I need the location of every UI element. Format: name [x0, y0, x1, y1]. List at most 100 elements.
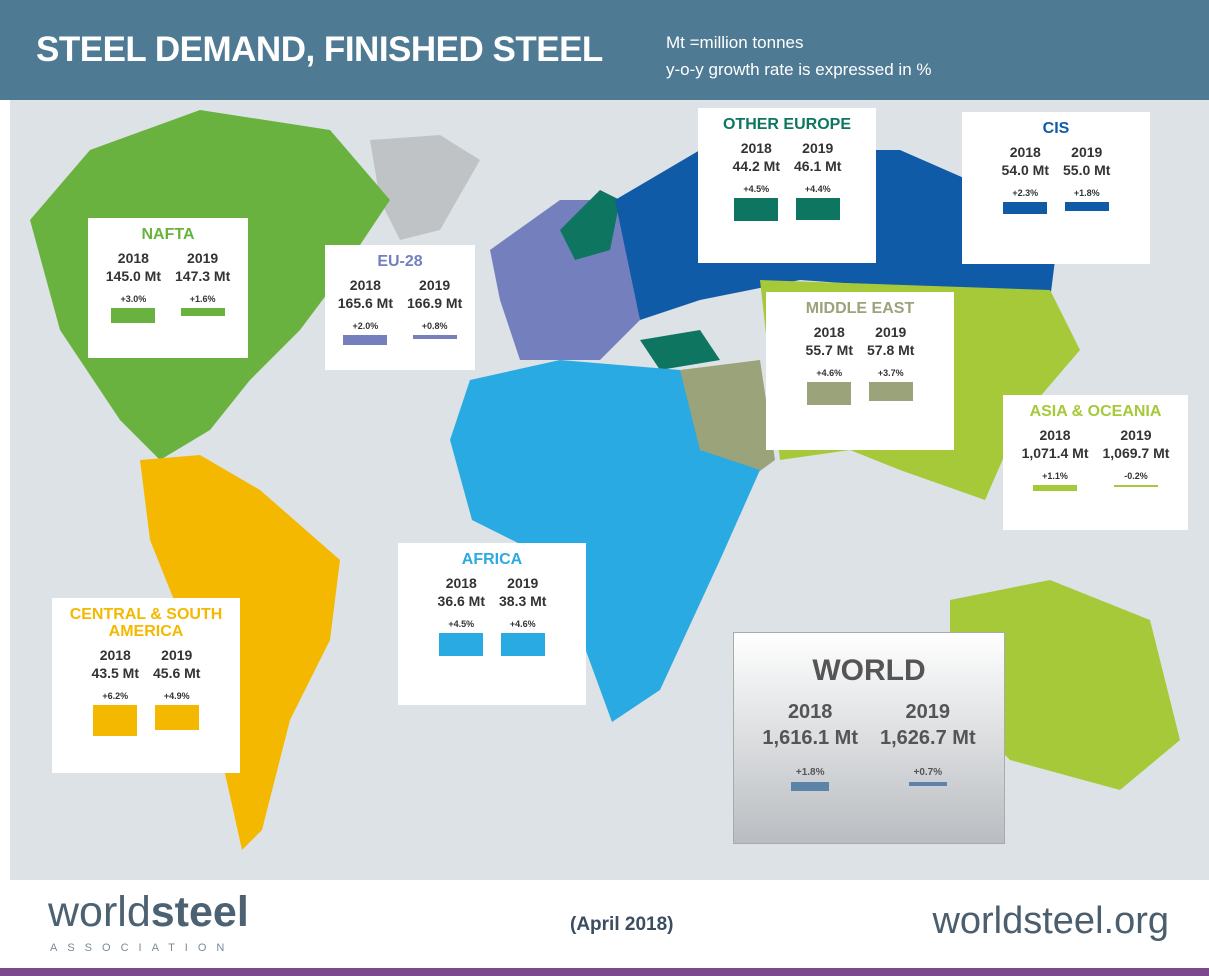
title: STEEL DEMAND, FINISHED STEEL [36, 30, 603, 69]
demand: 54.0 Mt [1001, 162, 1049, 178]
growth-label: +4.5% [448, 619, 475, 629]
year-column: 2018 145.0 Mt +3.0% [106, 249, 161, 323]
australia [950, 580, 1180, 790]
region-name: CIS [1042, 120, 1070, 137]
year-column: 2018 55.7 Mt +4.6% [806, 323, 853, 405]
year-column: 2019 147.3 Mt +1.6% [175, 249, 230, 323]
year: 2019 [187, 250, 219, 266]
region-box: CIS 2018 54.0 Mt +2.3% 2019 55.0 Mt +1.8% [962, 112, 1150, 264]
growth-label: +1.1% [1042, 471, 1068, 481]
demand: 45.6 Mt [153, 665, 201, 681]
growth-bar [908, 782, 947, 786]
columns: 2018 1,616.1 Mt +1.8% 2019 1,626.7 Mt +0.7% [740, 699, 998, 791]
demand: 43.5 Mt [91, 665, 139, 681]
demand: 55.7 Mt [805, 342, 853, 358]
columns: 2018 1,071.4 Mt +1.1% 2019 1,069.7 Mt -0.2% [1009, 426, 1182, 491]
region-name: NAFTA [141, 226, 195, 243]
year-column: 2019 45.6 Mt +4.9% [153, 646, 200, 736]
growth-bar [180, 308, 225, 316]
demand: 147.3 Mt [175, 268, 231, 284]
growth-label: +3.7% [877, 368, 904, 378]
region-name: MIDDLE EAST [805, 300, 915, 317]
growth-bar [791, 782, 830, 791]
africa [450, 360, 760, 722]
growth-label: +4.9% [163, 691, 190, 701]
growth-bar [412, 335, 457, 339]
columns: 2018 165.6 Mt +2.0% 2019 166.9 Mt +0.8% [331, 276, 469, 345]
year-column: 2019 38.3 Mt +4.6% [499, 574, 546, 656]
region-name: CENTRAL & SOUTH AMERICA [69, 606, 223, 640]
year: 2019 [905, 701, 951, 723]
region-box: OTHER EUROPE 2018 44.2 Mt +4.5% 2019 46.1 Mt +… [698, 108, 876, 263]
demand: 145.0 Mt [105, 268, 161, 284]
columns: 2018 44.2 Mt +4.5% 2019 46.1 Mt +4.4% [704, 139, 870, 221]
year: 2019 [507, 575, 539, 591]
growth-bar [1113, 485, 1158, 487]
year-column: 2019 55.0 Mt +1.8% [1063, 143, 1110, 214]
year: 2018 [813, 324, 845, 340]
region-box: EU-28 2018 165.6 Mt +2.0% 2019 166.9 Mt +0.8% [325, 245, 475, 370]
columns: 2018 145.0 Mt +3.0% 2019 147.3 Mt +1.6% [94, 249, 242, 323]
year-column: 2018 54.0 Mt +2.3% [1002, 143, 1049, 214]
region-box: AFRICA 2018 36.6 Mt +4.5% 2019 38.3 Mt +4.6% [398, 543, 586, 705]
demand: 36.6 Mt [437, 593, 485, 609]
growth-bar [1064, 202, 1109, 211]
south-america [140, 455, 340, 850]
growth-bar [1033, 485, 1078, 491]
demand: 1,626.7 Mt [880, 727, 976, 749]
year-column: 2018 43.5 Mt +6.2% [92, 646, 139, 736]
greenland [370, 135, 480, 240]
growth-label: +3.0% [120, 294, 147, 304]
logo-sub: ASSOCIATION [50, 942, 235, 954]
region-name: ASIA & OCEANIA [1029, 403, 1162, 420]
demand: 1,616.1 Mt [762, 727, 858, 749]
region-box: NAFTA 2018 145.0 Mt +3.0% 2019 147.3 Mt +1.6% [88, 218, 248, 358]
year-column: 2018 44.2 Mt +4.5% [733, 139, 780, 221]
growth-bar [868, 382, 913, 401]
year: 2019 [1071, 144, 1103, 160]
year: 2018 [445, 575, 477, 591]
year: 2018 [1009, 144, 1041, 160]
growth-label: +1.6% [189, 294, 216, 304]
growth-bar [1003, 202, 1048, 214]
region-name: AFRICA [461, 551, 523, 568]
growth-label: +4.4% [804, 184, 831, 194]
growth-label: +0.7% [913, 767, 943, 778]
year-column: 2019 1,626.7 Mt +0.7% [880, 699, 976, 791]
year-column: 2018 1,616.1 Mt +1.8% [762, 699, 858, 791]
growth-bar [439, 633, 484, 656]
columns: 2018 36.6 Mt +4.5% 2019 38.3 Mt +4.6% [404, 574, 580, 656]
year-column: 2018 165.6 Mt +2.0% [338, 276, 393, 345]
demand: 38.3 Mt [499, 593, 547, 609]
logo-word: world [48, 888, 151, 936]
year: 2019 [161, 647, 193, 663]
growth-bar [807, 382, 852, 405]
footer: worldsteel ASSOCIATION (April 2018) worl… [0, 880, 1209, 970]
region-box: ASIA & OCEANIA 2018 1,071.4 Mt +1.1% 2019 1,0… [1003, 395, 1188, 530]
demand: 166.9 Mt [407, 295, 463, 311]
growth-label: +2.0% [352, 321, 379, 331]
columns: 2018 54.0 Mt +2.3% 2019 55.0 Mt +1.8% [968, 143, 1144, 214]
growth-bar [111, 308, 156, 323]
region-box: MIDDLE EAST 2018 55.7 Mt +4.6% 2019 57.8 Mt +3… [766, 292, 954, 450]
region-name: EU-28 [377, 253, 423, 270]
footer-rule [0, 968, 1209, 976]
columns: 2018 55.7 Mt +4.6% 2019 57.8 Mt +3.7% [772, 323, 948, 405]
growth-label: +0.8% [421, 321, 448, 331]
year: 2018 [787, 701, 833, 723]
growth-label: -0.2% [1124, 471, 1148, 481]
growth-bar [500, 633, 545, 656]
logo: worldsteel [48, 888, 249, 937]
turkey [640, 330, 720, 370]
date: (April 2018) [570, 914, 674, 935]
year-column: 2019 166.9 Mt +0.8% [407, 276, 462, 345]
demand: 55.0 Mt [1063, 162, 1111, 178]
scandinavia [560, 190, 620, 260]
region-box: CENTRAL & SOUTH AMERICA 2018 43.5 Mt +6.2% 2… [52, 598, 240, 773]
year: 2018 [117, 250, 149, 266]
growth-label: +6.2% [102, 691, 129, 701]
year: 2018 [349, 277, 381, 293]
year: 2018 [1039, 427, 1071, 443]
year: 2018 [99, 647, 131, 663]
